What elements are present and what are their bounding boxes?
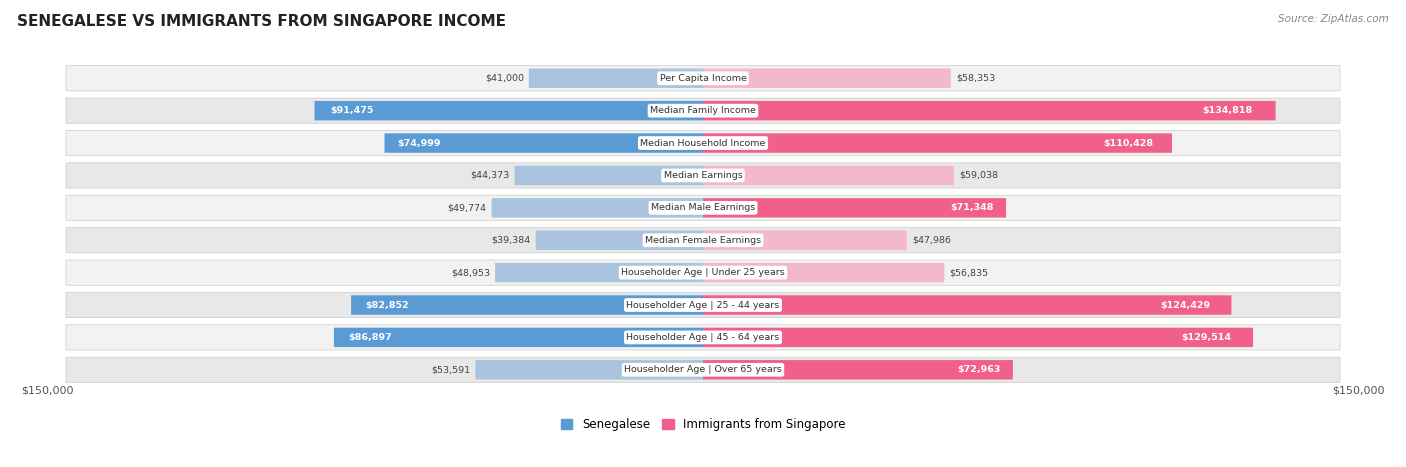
Text: Householder Age | 45 - 64 years: Householder Age | 45 - 64 years (627, 333, 779, 342)
FancyBboxPatch shape (66, 98, 1340, 123)
Text: $44,373: $44,373 (470, 171, 509, 180)
FancyBboxPatch shape (703, 101, 1275, 120)
Legend: Senegalese, Immigrants from Singapore: Senegalese, Immigrants from Singapore (561, 418, 845, 431)
Text: $58,353: $58,353 (956, 74, 995, 83)
FancyBboxPatch shape (66, 260, 1340, 285)
FancyBboxPatch shape (536, 231, 703, 250)
FancyBboxPatch shape (703, 263, 945, 283)
FancyBboxPatch shape (703, 295, 1232, 315)
Text: $150,000: $150,000 (1331, 386, 1385, 396)
Text: Householder Age | Under 25 years: Householder Age | Under 25 years (621, 268, 785, 277)
Text: $71,348: $71,348 (950, 203, 994, 212)
Text: $39,384: $39,384 (491, 236, 530, 245)
FancyBboxPatch shape (66, 325, 1340, 350)
FancyBboxPatch shape (703, 134, 1173, 153)
Text: Householder Age | Over 65 years: Householder Age | Over 65 years (624, 365, 782, 375)
Text: $53,591: $53,591 (432, 365, 471, 375)
Text: $86,897: $86,897 (349, 333, 392, 342)
Text: Median Male Earnings: Median Male Earnings (651, 203, 755, 212)
FancyBboxPatch shape (475, 360, 703, 380)
Text: Median Female Earnings: Median Female Earnings (645, 236, 761, 245)
Text: $48,953: $48,953 (451, 268, 491, 277)
Text: $56,835: $56,835 (949, 268, 988, 277)
Text: SENEGALESE VS IMMIGRANTS FROM SINGAPORE INCOME: SENEGALESE VS IMMIGRANTS FROM SINGAPORE … (17, 14, 506, 29)
FancyBboxPatch shape (515, 166, 703, 185)
Text: Householder Age | 25 - 44 years: Householder Age | 25 - 44 years (627, 301, 779, 310)
Text: $150,000: $150,000 (21, 386, 75, 396)
Text: $72,963: $72,963 (957, 365, 1001, 375)
FancyBboxPatch shape (66, 130, 1340, 156)
FancyBboxPatch shape (529, 69, 703, 88)
FancyBboxPatch shape (66, 292, 1340, 318)
FancyBboxPatch shape (492, 198, 703, 218)
FancyBboxPatch shape (703, 360, 1012, 380)
Text: $91,475: $91,475 (330, 106, 374, 115)
FancyBboxPatch shape (66, 163, 1340, 188)
FancyBboxPatch shape (703, 69, 950, 88)
Text: $129,514: $129,514 (1181, 333, 1232, 342)
Text: Median Earnings: Median Earnings (664, 171, 742, 180)
FancyBboxPatch shape (495, 263, 703, 283)
FancyBboxPatch shape (315, 101, 703, 120)
Text: Median Household Income: Median Household Income (640, 139, 766, 148)
FancyBboxPatch shape (703, 166, 953, 185)
FancyBboxPatch shape (703, 328, 1253, 347)
Text: $124,429: $124,429 (1160, 301, 1211, 310)
FancyBboxPatch shape (66, 66, 1340, 91)
FancyBboxPatch shape (703, 198, 1007, 218)
FancyBboxPatch shape (703, 231, 907, 250)
FancyBboxPatch shape (384, 134, 703, 153)
Text: $59,038: $59,038 (959, 171, 998, 180)
Text: $74,999: $74,999 (398, 139, 440, 148)
Text: $41,000: $41,000 (485, 74, 524, 83)
Text: Source: ZipAtlas.com: Source: ZipAtlas.com (1278, 14, 1389, 24)
Text: Median Family Income: Median Family Income (650, 106, 756, 115)
Text: $134,818: $134,818 (1202, 106, 1253, 115)
Text: $82,852: $82,852 (366, 301, 409, 310)
FancyBboxPatch shape (352, 295, 703, 315)
Text: $49,774: $49,774 (447, 203, 486, 212)
FancyBboxPatch shape (66, 195, 1340, 220)
FancyBboxPatch shape (66, 357, 1340, 382)
FancyBboxPatch shape (66, 227, 1340, 253)
FancyBboxPatch shape (335, 328, 703, 347)
Text: $47,986: $47,986 (912, 236, 950, 245)
Text: $110,428: $110,428 (1104, 139, 1153, 148)
Text: Per Capita Income: Per Capita Income (659, 74, 747, 83)
